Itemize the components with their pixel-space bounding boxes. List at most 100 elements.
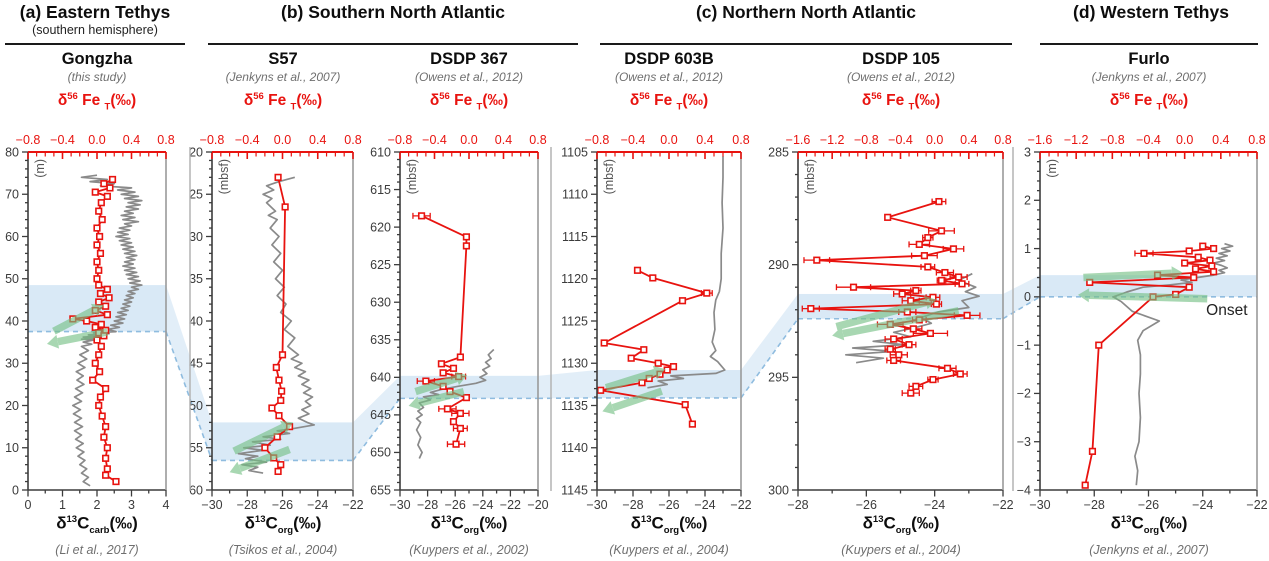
fe-marker	[813, 256, 821, 264]
fe-marker	[1081, 481, 1089, 489]
site-header-gongzha: Gongzha (this study) δ56 Fe T(‰)	[0, 50, 202, 116]
site-citation: (this study)	[67, 70, 127, 84]
fe-marker	[103, 311, 111, 319]
site-header-dsdp367: DSDP 367 (Owens et al., 2012) δ56 Fe T(‰)	[364, 50, 574, 116]
fe-marker	[96, 393, 105, 401]
trend-arrows	[602, 365, 666, 415]
fe-marker	[941, 268, 949, 277]
depth-tick-label: −1	[1017, 338, 1031, 352]
c13-tick-label: −20	[527, 498, 548, 512]
c13-axis-title: δ13Ccarb(‰)	[56, 513, 138, 537]
fe-marker	[937, 276, 946, 285]
bottom-axis-block-furlo: δ13Corg(‰) (Jenkyns et al., 2007)	[1044, 510, 1254, 558]
site-citation: (Owens et al., 2012)	[414, 70, 524, 84]
fe-tick-label: 0.4	[495, 133, 512, 147]
depth-tick-label: 40	[5, 314, 19, 328]
trend-arrow-shaft	[238, 445, 291, 472]
fe-marker	[920, 252, 929, 260]
c13-tick-label: −22	[500, 498, 521, 512]
fe-marker	[963, 311, 971, 319]
fe-marker	[278, 351, 287, 359]
depth-tick-label: 1130	[561, 357, 588, 371]
fe-tick-label: 0.8	[344, 133, 361, 147]
c13-axis-title: δ13Corg(‰)	[430, 513, 508, 537]
fe-tick-label: −0.4	[621, 133, 646, 147]
fe-marker	[93, 224, 101, 232]
fe-marker	[886, 345, 894, 353]
fe-marker	[456, 409, 464, 417]
fe-marker	[439, 369, 447, 377]
fe-marker	[108, 175, 117, 184]
depth-tick-label: 60	[5, 230, 19, 244]
c13-tick-label: −22	[992, 498, 1013, 512]
trend-arrow-head	[1171, 266, 1183, 281]
c13-tick-label: −30	[201, 498, 222, 512]
depth-tick-label: 1135	[561, 399, 588, 413]
c13-axis-title: δ13Corg(‰)	[630, 513, 708, 537]
band-connector	[538, 370, 597, 399]
fe-marker	[103, 444, 111, 452]
c13-tick-label: −30	[389, 498, 410, 512]
site-name: DSDP 105	[862, 50, 940, 68]
c13-tick-label: −28	[787, 498, 808, 512]
trend-arrow-head	[652, 365, 666, 380]
c13-axis-title: δ13Corg(‰)	[1110, 513, 1188, 537]
site-header-s57: S57 (Jenkyns et al., 2007) δ56 Fe T(‰)	[178, 50, 388, 116]
fe-marker	[600, 339, 608, 347]
c13-tick-label: −30	[1029, 498, 1050, 512]
fe-marker	[277, 396, 285, 405]
fe-marker	[97, 342, 105, 350]
depth-tick-label: 55	[189, 441, 203, 455]
fe-tick-label: 0.8	[157, 133, 174, 147]
fe-tick-label: −1.6	[1028, 133, 1053, 147]
bottom-axis-block-dsdp105: δ13Corg(‰) (Kuypers et al., 2004)	[796, 510, 1006, 558]
fe-marker	[93, 258, 101, 266]
fe-marker	[274, 173, 282, 181]
fe-marker	[272, 363, 280, 372]
depth-tick-label: 0	[1024, 290, 1031, 304]
fe-axis-title: δ56 Fe T(‰)	[1109, 91, 1189, 113]
fe-axis-title: δ56 Fe T(‰)	[861, 91, 941, 113]
fe-marker	[1185, 283, 1193, 291]
fe-marker	[261, 444, 269, 452]
depth-tick-label: 40	[189, 314, 203, 328]
fe-marker	[1181, 259, 1189, 267]
fe-marker	[912, 382, 920, 390]
fe-marker	[1088, 447, 1097, 455]
fe-marker	[1210, 244, 1218, 253]
fe-tick-label: 0.0	[926, 133, 943, 147]
fe-marker	[275, 412, 283, 420]
depth-tick-label: 615	[370, 183, 391, 197]
trend-arrows	[832, 295, 960, 341]
trend-arrow-head	[454, 371, 468, 386]
fe-marker	[449, 418, 458, 426]
fe-marker	[929, 375, 937, 384]
fe-tick-label: −0.4	[235, 133, 260, 147]
fe-tick-label: −0.4	[888, 133, 913, 147]
depth-unit-label: (m)	[33, 159, 47, 178]
dsdp105-plot: −1.6 −1.2 −0.8 −0.4 0.0 0.4 0.8 285 290 295 300 (mb…	[768, 133, 1014, 512]
site-citation: (Owens et al., 2012)	[614, 70, 724, 84]
depth-tick-label: 1120	[561, 272, 588, 286]
trend-arrow-shaft	[611, 387, 664, 412]
trend-arrow-head	[1077, 288, 1090, 303]
depth-tick-label: 35	[189, 272, 203, 286]
trend-arrows	[46, 303, 109, 349]
site-header-dsdp105: DSDP 105 (Owens et al., 2012) δ56 Fe T(‰)	[796, 50, 1006, 116]
fe-marker	[91, 359, 99, 367]
depth-tick-label: 1145	[561, 483, 588, 497]
c13-tick-label: −24	[472, 498, 493, 512]
fe-marker	[106, 184, 114, 192]
fe-marker	[91, 188, 99, 196]
trend-arrows	[229, 420, 294, 475]
fe-marker	[95, 351, 103, 359]
trend-arrow-shaft	[414, 374, 458, 396]
c13-tick-label: −24	[1192, 498, 1213, 512]
fe-series	[412, 212, 471, 448]
fe-marker	[95, 266, 103, 274]
trend-arrow-shaft	[52, 306, 96, 335]
fe-marker	[95, 281, 103, 289]
trend-arrow-head	[90, 303, 104, 317]
c13-axis-citation: (Tsikos et al., 2004)	[228, 543, 338, 558]
site-name: DSDP 603B	[624, 50, 714, 68]
